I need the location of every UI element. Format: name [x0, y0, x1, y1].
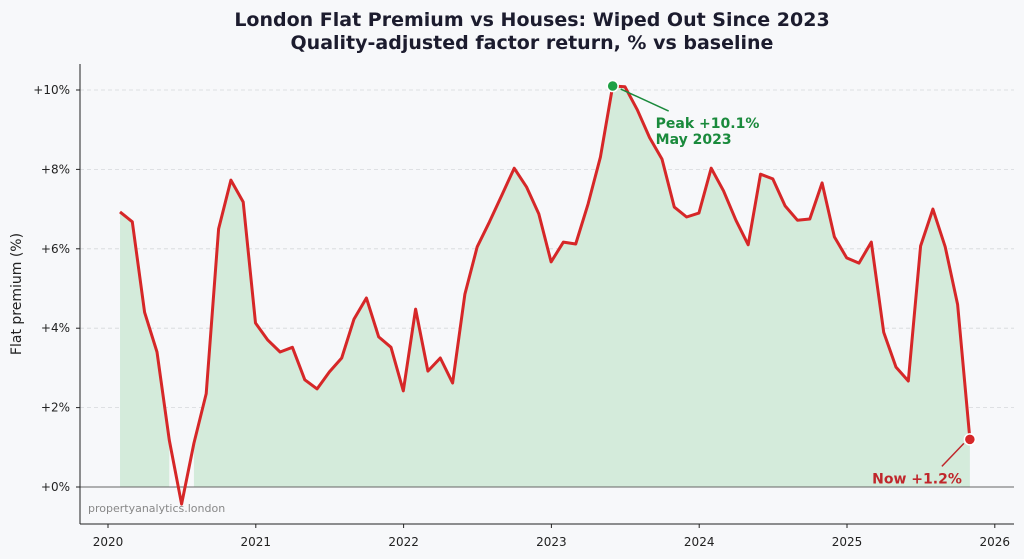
area-fill-segment — [120, 211, 170, 487]
y-tick-label: +2% — [41, 401, 70, 415]
series-line — [119, 84, 972, 506]
y-axis-label: Flat premium (%) — [9, 233, 25, 355]
x-tick-label: 2020 — [93, 535, 124, 549]
x-tick-label: 2026 — [980, 535, 1011, 549]
now-label: Now +1.2% — [872, 471, 962, 487]
y-tick-label: +8% — [41, 162, 70, 176]
peak-arrow — [620, 88, 669, 112]
area-fill-segment — [193, 86, 970, 487]
peak-label: Peak +10.1% — [656, 116, 760, 132]
area-fill — [120, 86, 970, 487]
y-tick-label: +10% — [33, 83, 70, 97]
peak-marker — [606, 79, 619, 93]
x-tick-label: 2021 — [241, 535, 272, 549]
y-tick-label: +0% — [41, 480, 70, 494]
y-ticks: +0% +2% +4% +6% +8% +10% — [33, 83, 80, 494]
x-tick-label: 2025 — [832, 535, 863, 549]
x-tick-label: 2023 — [536, 535, 567, 549]
chart-subtitle: Quality-adjusted factor return, % vs bas… — [291, 32, 774, 54]
x-ticks: 2020 2021 2022 2023 2024 2025 2026 — [93, 524, 1010, 549]
watermark: propertyanalytics.london — [88, 502, 225, 515]
peak-date-label: May 2023 — [656, 132, 732, 148]
chart-title: London Flat Premium vs Houses: Wiped Out… — [234, 9, 829, 31]
x-tick-label: 2024 — [684, 535, 715, 549]
y-tick-label: +6% — [41, 242, 70, 256]
y-tick-label: +4% — [41, 321, 70, 335]
now-marker — [963, 433, 977, 446]
x-tick-label: 2022 — [388, 535, 419, 549]
annotations: Peak +10.1% May 2023 Now +1.2% — [606, 79, 977, 487]
now-arrow — [941, 442, 965, 467]
